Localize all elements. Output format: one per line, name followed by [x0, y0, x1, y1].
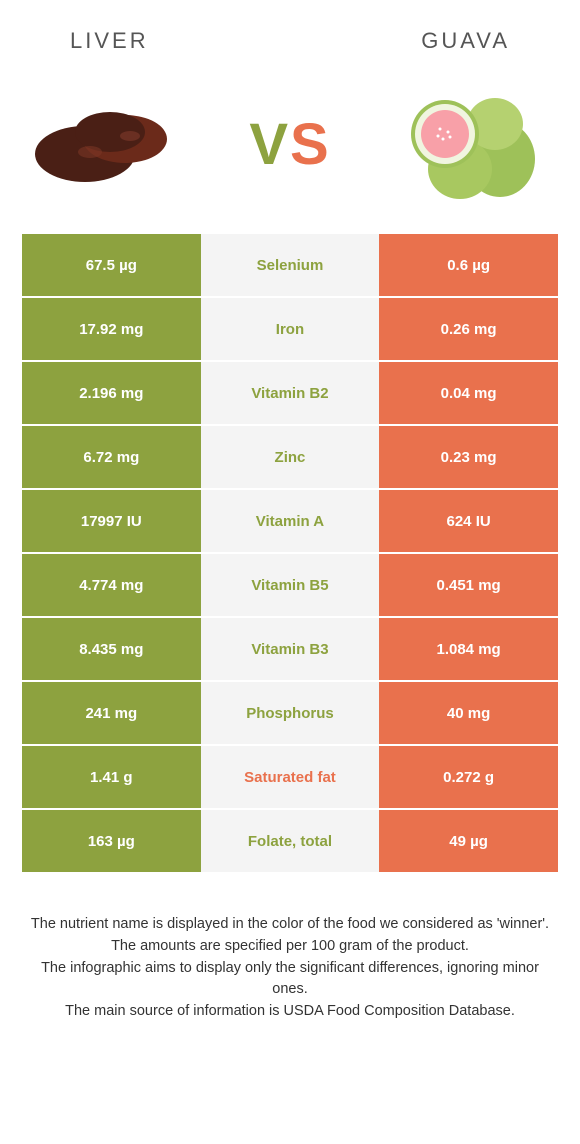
liver-image	[30, 84, 190, 204]
header: LIVER GUAVA	[0, 0, 580, 64]
value-right: 0.6 µg	[379, 234, 558, 296]
vs-label: VS	[249, 111, 330, 178]
nutrient-name: Folate, total	[201, 810, 380, 872]
value-right: 1.084 mg	[379, 618, 558, 680]
value-right: 0.23 mg	[379, 426, 558, 488]
comparison-table: 67.5 µgSelenium0.6 µg17.92 mgIron0.26 mg…	[0, 234, 580, 874]
nutrient-name: Vitamin B5	[201, 554, 380, 616]
table-row: 163 µgFolate, total49 µg	[22, 810, 558, 874]
nutrient-name: Vitamin B3	[201, 618, 380, 680]
nutrient-name: Iron	[201, 298, 380, 360]
footer-notes: The nutrient name is displayed in the co…	[0, 874, 580, 1023]
table-row: 17.92 mgIron0.26 mg	[22, 298, 558, 362]
value-right: 624 IU	[379, 490, 558, 552]
footer-line: The infographic aims to display only the…	[30, 958, 550, 1002]
table-row: 6.72 mgZinc0.23 mg	[22, 426, 558, 490]
vs-v: V	[249, 112, 290, 177]
value-right: 0.272 g	[379, 746, 558, 808]
footer-line: The nutrient name is displayed in the co…	[30, 914, 550, 936]
value-left: 67.5 µg	[22, 234, 201, 296]
value-right: 0.04 mg	[379, 362, 558, 424]
table-row: 8.435 mgVitamin B31.084 mg	[22, 618, 558, 682]
value-left: 241 mg	[22, 682, 201, 744]
value-left: 17997 IU	[22, 490, 201, 552]
guava-image	[390, 84, 550, 204]
nutrient-name: Selenium	[201, 234, 380, 296]
table-row: 17997 IUVitamin A624 IU	[22, 490, 558, 554]
title-left: LIVER	[70, 28, 149, 54]
nutrient-name: Saturated fat	[201, 746, 380, 808]
value-right: 0.451 mg	[379, 554, 558, 616]
value-left: 2.196 mg	[22, 362, 201, 424]
value-left: 1.41 g	[22, 746, 201, 808]
value-left: 163 µg	[22, 810, 201, 872]
vs-s: S	[290, 112, 331, 177]
table-row: 241 mgPhosphorus40 mg	[22, 682, 558, 746]
value-left: 4.774 mg	[22, 554, 201, 616]
nutrient-name: Phosphorus	[201, 682, 380, 744]
value-right: 40 mg	[379, 682, 558, 744]
table-row: 67.5 µgSelenium0.6 µg	[22, 234, 558, 298]
value-right: 49 µg	[379, 810, 558, 872]
nutrient-name: Vitamin B2	[201, 362, 380, 424]
nutrient-name: Zinc	[201, 426, 380, 488]
table-row: 4.774 mgVitamin B50.451 mg	[22, 554, 558, 618]
value-left: 8.435 mg	[22, 618, 201, 680]
nutrient-name: Vitamin A	[201, 490, 380, 552]
title-right: GUAVA	[421, 28, 510, 54]
value-left: 6.72 mg	[22, 426, 201, 488]
table-row: 2.196 mgVitamin B20.04 mg	[22, 362, 558, 426]
footer-line: The main source of information is USDA F…	[30, 1001, 550, 1023]
value-left: 17.92 mg	[22, 298, 201, 360]
images-row: VS	[0, 64, 580, 234]
value-right: 0.26 mg	[379, 298, 558, 360]
footer-line: The amounts are specified per 100 gram o…	[30, 936, 550, 958]
table-row: 1.41 gSaturated fat0.272 g	[22, 746, 558, 810]
